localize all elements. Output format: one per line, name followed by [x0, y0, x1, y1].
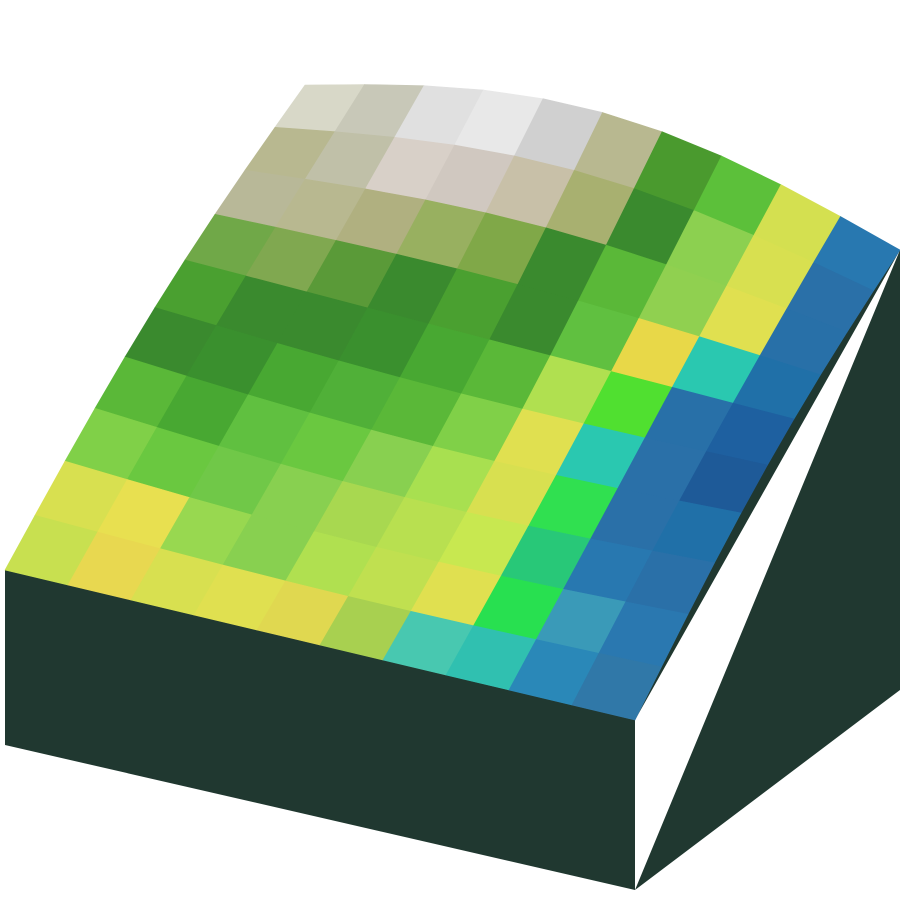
- terrain-cell: [571, 652, 662, 721]
- terrain-front-wall: [5, 570, 635, 890]
- terrain-surface: [4, 84, 900, 721]
- terrain-right-wall: [635, 250, 900, 890]
- terrain-base: [5, 250, 900, 890]
